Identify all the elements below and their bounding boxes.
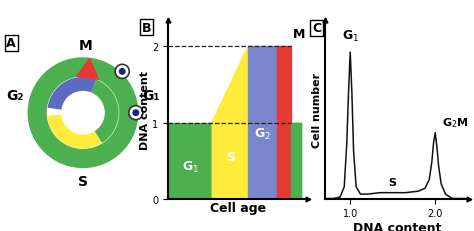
Polygon shape	[47, 78, 96, 110]
Circle shape	[129, 106, 143, 120]
Text: S: S	[226, 151, 235, 164]
Text: M: M	[79, 39, 92, 52]
Polygon shape	[27, 58, 138, 168]
Text: G$_1$: G$_1$	[342, 29, 359, 44]
Y-axis label: DNA content: DNA content	[139, 70, 149, 149]
Text: M: M	[292, 28, 305, 41]
Text: G$_2$: G$_2$	[255, 127, 271, 142]
Circle shape	[62, 92, 104, 134]
Text: G$_2$M: G$_2$M	[442, 116, 469, 130]
Polygon shape	[212, 47, 248, 199]
Text: A: A	[7, 37, 16, 50]
Text: B: B	[142, 21, 151, 34]
Polygon shape	[248, 47, 277, 199]
Polygon shape	[47, 115, 102, 149]
Polygon shape	[212, 47, 248, 123]
Polygon shape	[77, 59, 99, 80]
Polygon shape	[91, 80, 118, 143]
Circle shape	[115, 65, 129, 79]
X-axis label: DNA content: DNA content	[353, 221, 441, 231]
Text: S: S	[78, 174, 88, 188]
Polygon shape	[291, 123, 301, 199]
Circle shape	[119, 69, 125, 75]
Circle shape	[133, 110, 138, 116]
Text: G$_1$: G$_1$	[182, 159, 199, 174]
Text: G₁: G₁	[142, 89, 160, 103]
Y-axis label: Cell number: Cell number	[312, 72, 322, 147]
X-axis label: Cell age: Cell age	[210, 201, 266, 214]
Text: S: S	[389, 178, 397, 188]
Text: C: C	[312, 22, 321, 35]
Polygon shape	[277, 47, 291, 199]
Text: G₂: G₂	[6, 89, 24, 103]
